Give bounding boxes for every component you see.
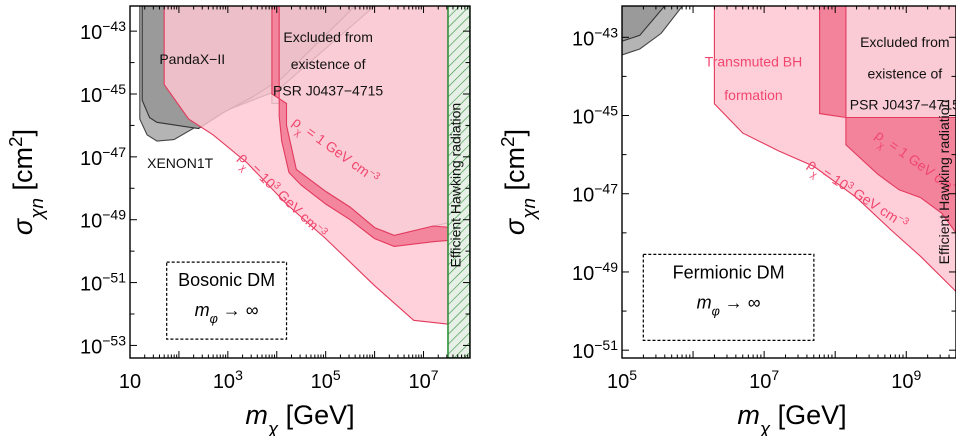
left-x-axis-label: mχ [GeV] (245, 400, 354, 436)
left-y-axis-label: σχn [cm2] (6, 129, 48, 235)
left-dm-box: Bosonic DM mφ → ∞ (166, 261, 288, 340)
right-annotation-3: existence of (867, 65, 942, 81)
right-panel: Transmuted BH formation Excluded from exist… (498, 5, 956, 436)
right-y-tick-label-2: 10−47 (572, 181, 618, 207)
right-annotation-2: Excluded from (860, 34, 949, 50)
left-annotation-4: PSR J0437−4715 (273, 83, 383, 99)
right-annotation-7: Efficient Hawking radiation (936, 100, 952, 265)
right-y-tick-label-4: 10−51 (572, 337, 618, 363)
left-annotation-2: Excluded from (283, 29, 372, 45)
left-annotation-7: Efficient Hawking radiation (448, 103, 464, 268)
right-y-tick-label-3: 10−49 (572, 259, 618, 285)
left-y-tick-label-0: 10−43 (80, 18, 126, 44)
left-panel: PandaX−II XENON1T Excluded from existence o… (6, 5, 471, 436)
left-annotation-1: XENON1T (147, 155, 214, 171)
left-box-title: Bosonic DM (178, 270, 275, 290)
right-x-tick-label-1: 107 (749, 367, 779, 393)
left-annotation-0: PandaX−II (159, 51, 225, 67)
left-x-tick-label-2: 105 (311, 367, 341, 393)
right-frame (621, 5, 956, 359)
left-region-dark-pink (271, 6, 470, 247)
left-y-tick-label-3: 10−49 (80, 207, 126, 233)
right-x-tick-label-0: 105 (607, 367, 637, 393)
right-dm-box: Fermionic DM mφ → ∞ (642, 253, 815, 342)
right-box-title: Fermionic DM (673, 262, 785, 282)
right-region-pink-1e3 (713, 6, 956, 293)
left-box-subtitle: mφ → ∞ (195, 300, 259, 326)
right-y-axis-label: σχn [cm2] (498, 129, 540, 235)
right-plot-area: Transmuted BH formation Excluded from exist… (622, 6, 956, 342)
left-x-tick-label-0: 10 (119, 371, 141, 393)
right-region-dark-pink (819, 6, 956, 234)
right-x-tick-label-2: 109 (891, 367, 921, 393)
left-y-tick-label-5: 10−53 (80, 332, 126, 358)
left-y-tick-label-1: 10−45 (80, 81, 126, 107)
right-annotation-0: Transmuted BH (705, 54, 803, 70)
right-box-subtitle: mφ → ∞ (697, 292, 761, 318)
right-annotation-1: formation (724, 87, 782, 103)
left-y-tick-label-2: 10−47 (80, 144, 126, 170)
left-annotation-3: existence of (291, 56, 366, 72)
right-y-tick-label-1: 10−45 (572, 103, 618, 129)
right-x-axis-label: mχ [GeV] (737, 400, 846, 436)
left-x-tick-label-1: 103 (213, 367, 243, 393)
left-y-tick-label-4: 10−51 (80, 270, 126, 296)
right-region-panda-corner (622, 6, 666, 42)
right-y-tick-label-0: 10−43 (572, 24, 618, 50)
left-plot-area: PandaX−II XENON1T Excluded from existence o… (139, 6, 470, 358)
left-x-tick-label-3: 107 (409, 367, 439, 393)
right-annotation-4: PSR J0437−4715 (850, 97, 956, 113)
